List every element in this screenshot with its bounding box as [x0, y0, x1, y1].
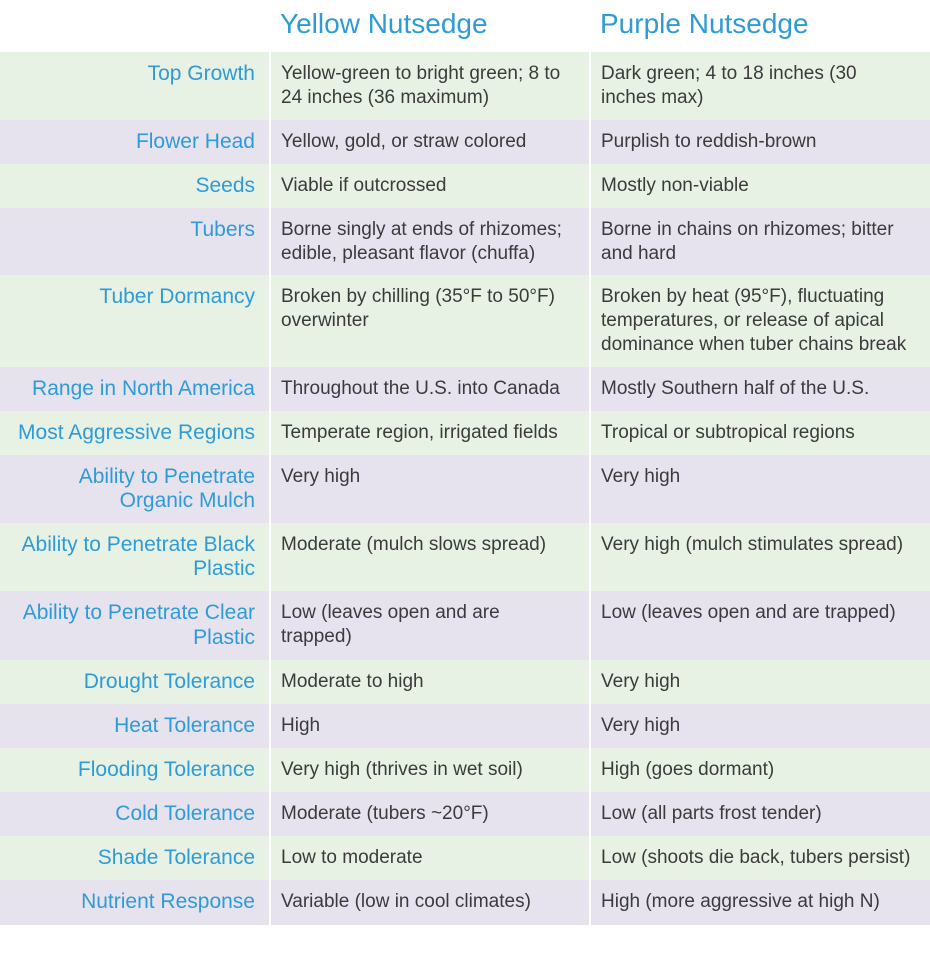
table-row: Ability to Penetrate Clear PlasticLow (l… — [0, 591, 930, 659]
row-value-yellow: Throughout the U.S. into Canada — [270, 367, 590, 411]
row-value-yellow: Low to moderate — [270, 836, 590, 880]
row-value-purple: Very high (mulch stimulates spread) — [590, 523, 930, 591]
row-value-purple: Broken by heat (95°F), fluctuating tempe… — [590, 275, 930, 366]
row-value-yellow: Yellow, gold, or straw colored — [270, 120, 590, 164]
row-label: Seeds — [0, 164, 270, 208]
row-value-purple: Borne in chains on rhizomes; bitter and … — [590, 208, 930, 276]
table-row: Top GrowthYellow-green to bright green; … — [0, 52, 930, 120]
row-value-purple: Purplish to reddish-brown — [590, 120, 930, 164]
row-value-purple: Very high — [590, 660, 930, 704]
row-label: Ability to Penetrate Clear Plastic — [0, 591, 270, 659]
row-label: Ability to Penetrate Organic Mulch — [0, 455, 270, 523]
row-value-purple: Low (all parts frost tender) — [590, 792, 930, 836]
row-value-purple: Low (leaves open and are trapped) — [590, 591, 930, 659]
column-header-purple: Purple Nutsedge — [590, 0, 930, 52]
row-value-yellow: Broken by chilling (35°F to 50°F) overwi… — [270, 275, 590, 366]
row-value-yellow: Temperate region, irrigated fields — [270, 411, 590, 455]
row-label: Range in North America — [0, 367, 270, 411]
header-spacer — [0, 0, 270, 52]
table-row: Drought ToleranceModerate to highVery hi… — [0, 660, 930, 704]
row-value-yellow: Moderate (mulch slows spread) — [270, 523, 590, 591]
row-value-purple: Very high — [590, 455, 930, 523]
table-row: SeedsViable if outcrossedMostly non-viab… — [0, 164, 930, 208]
row-value-yellow: Borne singly at ends of rhizomes; edible… — [270, 208, 590, 276]
row-value-purple: Very high — [590, 704, 930, 748]
row-value-yellow: Very high (thrives in wet soil) — [270, 748, 590, 792]
table-header-row: Yellow Nutsedge Purple Nutsedge — [0, 0, 930, 52]
row-label: Flower Head — [0, 120, 270, 164]
row-label: Shade Tolerance — [0, 836, 270, 880]
table-row: Heat ToleranceHighVery high — [0, 704, 930, 748]
row-value-yellow: Viable if outcrossed — [270, 164, 590, 208]
row-value-purple: Low (shoots die back, tubers persist) — [590, 836, 930, 880]
row-value-purple: High (goes dormant) — [590, 748, 930, 792]
table-row: Most Aggressive RegionsTemperate region,… — [0, 411, 930, 455]
row-label: Ability to Penetrate Black Plastic — [0, 523, 270, 591]
table-row: Ability to Penetrate Organic MulchVery h… — [0, 455, 930, 523]
table-row: Flooding ToleranceVery high (thrives in … — [0, 748, 930, 792]
table-row: Flower HeadYellow, gold, or straw colore… — [0, 120, 930, 164]
row-label: Top Growth — [0, 52, 270, 120]
row-label: Flooding Tolerance — [0, 748, 270, 792]
table-row: Range in North AmericaThroughout the U.S… — [0, 367, 930, 411]
row-value-yellow: Moderate to high — [270, 660, 590, 704]
row-value-purple: Mostly non-viable — [590, 164, 930, 208]
table-row: Tuber DormancyBroken by chilling (35°F t… — [0, 275, 930, 366]
row-label: Tubers — [0, 208, 270, 276]
table-row: Nutrient ResponseVariable (low in cool c… — [0, 880, 930, 924]
row-value-yellow: Yellow-green to bright green; 8 to 24 in… — [270, 52, 590, 120]
table-row: Cold ToleranceModerate (tubers ~20°F)Low… — [0, 792, 930, 836]
row-value-yellow: Moderate (tubers ~20°F) — [270, 792, 590, 836]
table-row: Ability to Penetrate Black PlasticModera… — [0, 523, 930, 591]
table-row: TubersBorne singly at ends of rhizomes; … — [0, 208, 930, 276]
row-value-yellow: Variable (low in cool climates) — [270, 880, 590, 924]
row-label: Tuber Dormancy — [0, 275, 270, 366]
row-label: Drought Tolerance — [0, 660, 270, 704]
row-value-purple: Mostly Southern half of the U.S. — [590, 367, 930, 411]
row-label: Heat Tolerance — [0, 704, 270, 748]
row-value-purple: High (more aggressive at high N) — [590, 880, 930, 924]
table-row: Shade ToleranceLow to moderateLow (shoot… — [0, 836, 930, 880]
row-value-yellow: Low (leaves open and are trapped) — [270, 591, 590, 659]
column-header-yellow: Yellow Nutsedge — [270, 0, 590, 52]
row-value-purple: Tropical or subtropical regions — [590, 411, 930, 455]
row-label: Cold Tolerance — [0, 792, 270, 836]
row-label: Most Aggressive Regions — [0, 411, 270, 455]
row-value-purple: Dark green; 4 to 18 inches (30 inches ma… — [590, 52, 930, 120]
row-label: Nutrient Response — [0, 880, 270, 924]
nutsedge-comparison-table: Yellow Nutsedge Purple Nutsedge Top Grow… — [0, 0, 930, 925]
row-value-yellow: Very high — [270, 455, 590, 523]
row-value-yellow: High — [270, 704, 590, 748]
